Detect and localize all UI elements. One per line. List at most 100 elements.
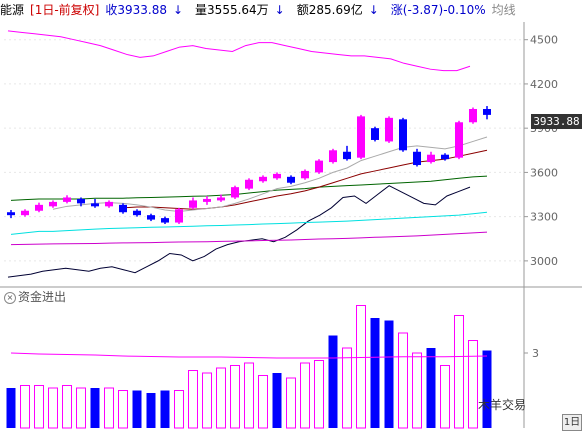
flow-bar-up xyxy=(244,362,254,429)
upper-index-line xyxy=(7,30,471,72)
flow-bar-up xyxy=(342,347,352,429)
flow-bar-up xyxy=(76,387,86,429)
candle-up xyxy=(455,122,463,158)
flow-signal-line xyxy=(10,352,488,359)
candle-down xyxy=(161,218,169,223)
candle-down xyxy=(441,154,449,160)
candle-down xyxy=(287,176,295,183)
candle-up xyxy=(21,210,29,216)
flow-bar-down xyxy=(482,350,492,428)
price-tick-label: 3300 xyxy=(530,211,558,224)
ma-mid-line xyxy=(122,149,488,210)
price-tick-label: 3000 xyxy=(530,255,558,268)
source-label: 能源 xyxy=(0,3,25,17)
candle-up xyxy=(245,179,253,189)
candle-down xyxy=(371,128,379,140)
candle-up xyxy=(273,173,281,179)
flow-bar-up xyxy=(314,360,324,429)
ma-purple-line xyxy=(10,231,488,246)
ma-short-line xyxy=(52,136,488,212)
candle-up xyxy=(49,201,57,207)
flow-bar-up xyxy=(62,385,72,429)
volume-value: 量3555.64万 ↓ xyxy=(195,0,291,20)
candle-up xyxy=(175,209,183,223)
candle-up xyxy=(469,109,477,123)
current-price-tag: 3933.88 xyxy=(531,114,582,129)
flow-bar-down xyxy=(132,390,142,428)
flow-bar-down xyxy=(272,373,282,428)
price-tick-label: 4500 xyxy=(530,34,558,47)
candle-up xyxy=(63,197,71,202)
candle-up xyxy=(315,160,323,173)
candle-up xyxy=(259,176,267,182)
ma-long-line xyxy=(10,175,488,201)
flow-bar-up xyxy=(440,365,450,429)
candle-down xyxy=(91,203,99,207)
candle-down xyxy=(119,204,127,213)
flow-bar-up xyxy=(286,377,296,429)
flow-bar-up xyxy=(118,390,128,429)
flow-bar-down xyxy=(160,390,170,428)
candle-down xyxy=(7,212,15,216)
change-value: 涨(-3.87)-0.10% xyxy=(390,3,486,17)
close-down-arrow-icon: ↓ xyxy=(172,3,184,17)
candle-down xyxy=(483,109,491,115)
flow-bar-up xyxy=(258,375,268,429)
ma-cyan-line xyxy=(10,211,488,235)
flow-bar-down xyxy=(90,388,100,428)
candle-down xyxy=(147,215,155,220)
candle-up xyxy=(189,200,197,208)
candle-down xyxy=(413,151,421,166)
flow-bar-up xyxy=(34,385,44,429)
flow-bar-down xyxy=(384,320,394,428)
price-tick-label: 4200 xyxy=(530,78,558,91)
amount-value: 额285.69亿 ↓ xyxy=(297,0,385,20)
flow-bar-up xyxy=(20,385,30,429)
candle-down xyxy=(133,210,141,216)
volume-down-arrow-icon: ↓ xyxy=(274,3,285,17)
sub-panel-title-text: 资金进出 xyxy=(18,290,67,304)
flow-bar-up xyxy=(454,315,464,429)
flow-bar-up xyxy=(188,370,198,429)
candle-up xyxy=(427,154,435,163)
quote-header: 能源 [1日-前复权] 收3933.88 ↓ 量3555.64万 ↓ 额285.69亿 ↓ 涨(… xyxy=(0,0,582,20)
candle-down xyxy=(399,119,407,151)
candle-up xyxy=(329,150,337,163)
panel-toggle-icon[interactable]: × xyxy=(4,291,16,304)
flow-bar-up xyxy=(216,367,226,429)
flow-bar-down xyxy=(6,388,16,428)
candle-up xyxy=(203,198,211,202)
candle-up xyxy=(105,201,113,207)
lower-index-line xyxy=(7,185,471,278)
flow-bar-down xyxy=(146,393,156,428)
candle-up xyxy=(231,187,239,198)
close-value: 收3933.88 ↓ xyxy=(105,0,189,20)
price-tick-label: 3600 xyxy=(530,166,558,179)
ma-label: 均线 xyxy=(491,3,516,17)
candle-up xyxy=(301,170,309,179)
flow-bar-up xyxy=(174,390,184,429)
period-button[interactable]: 1日 xyxy=(562,414,582,431)
flow-bar-up xyxy=(412,352,422,429)
candle-up xyxy=(35,204,43,211)
flow-bar-up xyxy=(48,387,58,429)
amount-down-arrow-icon: ↓ xyxy=(368,3,379,17)
candle-up xyxy=(385,117,393,142)
candle-down xyxy=(343,151,351,160)
flow-bar-up xyxy=(398,332,408,429)
flow-bar-up xyxy=(230,365,240,429)
period-label[interactable]: [1日-前复权] xyxy=(30,3,100,17)
candle-down xyxy=(77,198,85,204)
flow-bar-up xyxy=(468,340,478,429)
flow-bar-up xyxy=(104,387,114,429)
flow-bar-down xyxy=(370,318,380,428)
flow-bar-down xyxy=(328,335,338,428)
flow-tick-label: 3 xyxy=(532,347,539,360)
candle-up xyxy=(217,197,225,201)
candle-up xyxy=(357,116,365,158)
flow-bar-up xyxy=(202,372,212,429)
flow-bar-up xyxy=(356,305,366,429)
sub-panel-title: × 资金进出 xyxy=(4,289,66,305)
watermark: 木羊交易 xyxy=(478,398,527,412)
